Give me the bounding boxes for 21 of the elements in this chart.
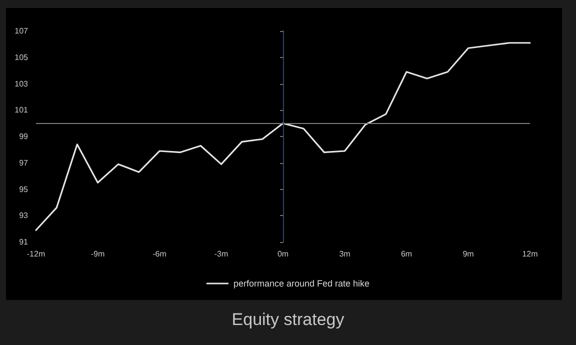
y-tick-label: 99 <box>19 132 29 141</box>
x-tick-label: -6m <box>152 250 167 258</box>
x-tick-label: -3m <box>214 250 228 258</box>
x-tick-label: 9m <box>462 250 474 258</box>
x-tick-label: 6m <box>400 250 412 258</box>
y-tick-label: 93 <box>19 211 29 220</box>
y-tick-label: 105 <box>14 52 29 62</box>
y-tick-label: 91 <box>19 238 29 246</box>
x-tick-label: 3m <box>339 250 351 258</box>
y-tick-label: 97 <box>19 158 29 168</box>
x-tick-label: -12m <box>26 250 46 258</box>
y-tick-label: 101 <box>14 106 29 115</box>
y-tick-label: 95 <box>19 184 29 194</box>
y-tick-label: 103 <box>14 79 29 88</box>
x-tick-label: -9m <box>90 250 105 258</box>
text: Equity strategy <box>232 310 345 329</box>
x-tick-label: 12m <box>522 250 538 258</box>
x-tick-label: 0m <box>277 250 289 258</box>
y-tick-label: 107 <box>14 26 29 36</box>
line-series <box>35 42 531 231</box>
legend-label: performance around Fed rate hike <box>233 278 370 288</box>
